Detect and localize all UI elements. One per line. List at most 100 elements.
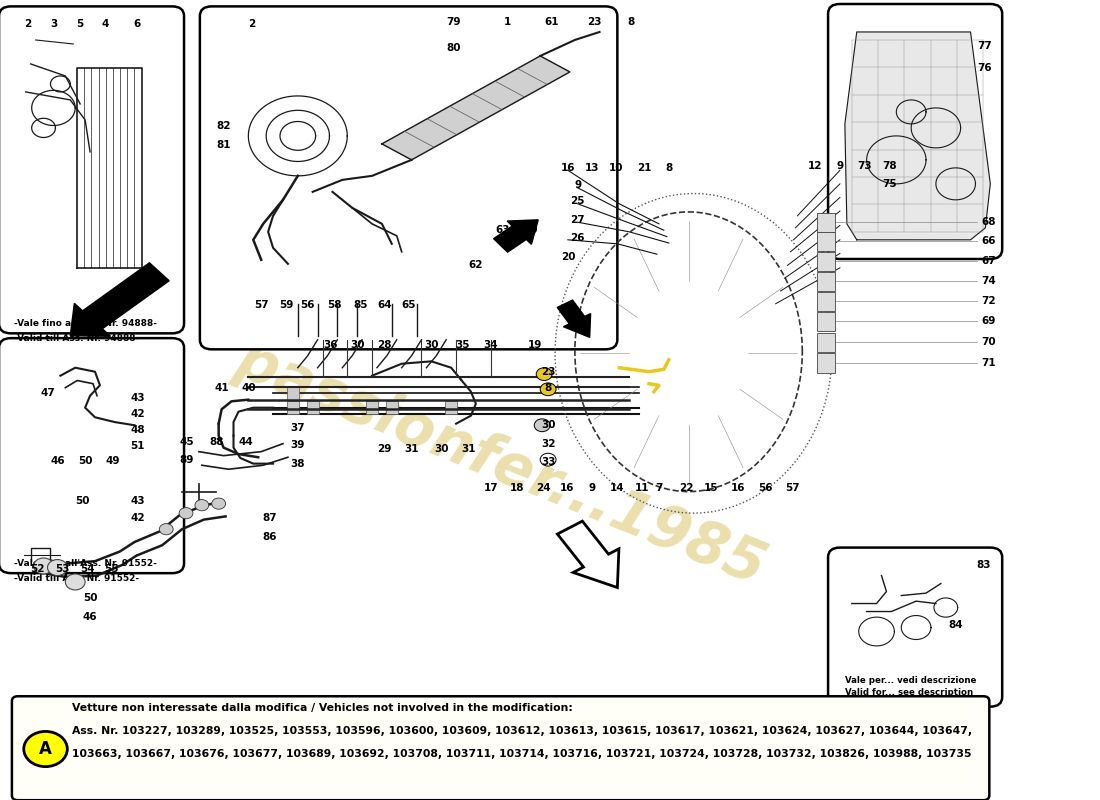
Text: 86: 86 xyxy=(263,532,277,542)
Text: 18: 18 xyxy=(510,482,525,493)
Text: 16: 16 xyxy=(730,482,746,493)
Text: 58: 58 xyxy=(327,300,342,310)
Text: 3: 3 xyxy=(50,19,57,29)
Text: 12: 12 xyxy=(808,162,823,171)
Text: 50: 50 xyxy=(82,593,97,603)
Text: Ass. Nr. 103227, 103289, 103525, 103553, 103596, 103600, 103609, 103612, 103613,: Ass. Nr. 103227, 103289, 103525, 103553,… xyxy=(73,726,972,736)
FancyBboxPatch shape xyxy=(828,547,1002,706)
Text: 85: 85 xyxy=(353,300,367,310)
Circle shape xyxy=(24,731,67,766)
Text: -Vale fino all'Ass. Nr. 91552-: -Vale fino all'Ass. Nr. 91552- xyxy=(14,559,157,568)
Text: 15: 15 xyxy=(704,482,718,493)
Text: 57: 57 xyxy=(254,300,268,310)
Text: 66: 66 xyxy=(981,237,996,246)
Text: 55: 55 xyxy=(104,564,119,574)
Bar xyxy=(287,402,299,414)
Circle shape xyxy=(536,368,552,381)
Text: 34: 34 xyxy=(483,340,498,350)
Text: 6: 6 xyxy=(133,19,140,29)
Text: 60: 60 xyxy=(522,226,538,235)
Circle shape xyxy=(535,419,550,432)
Text: 61: 61 xyxy=(544,18,559,27)
Text: Valid for... see description: Valid for... see description xyxy=(845,689,974,698)
Text: 76: 76 xyxy=(977,63,992,73)
Text: 30: 30 xyxy=(425,340,439,350)
Text: passionfer...1985: passionfer...1985 xyxy=(228,331,774,596)
Bar xyxy=(366,402,378,414)
Bar xyxy=(817,232,835,251)
Text: 70: 70 xyxy=(981,337,996,347)
Text: 65: 65 xyxy=(402,300,416,310)
Text: 42: 42 xyxy=(130,409,145,419)
Text: 73: 73 xyxy=(857,162,872,171)
Text: 9: 9 xyxy=(574,181,581,190)
Text: 32: 32 xyxy=(541,438,556,449)
Text: 14: 14 xyxy=(610,482,625,493)
Bar xyxy=(817,213,835,232)
Text: 42: 42 xyxy=(130,513,145,523)
Text: 1: 1 xyxy=(504,18,512,27)
Text: A: A xyxy=(40,740,52,758)
Text: 72: 72 xyxy=(981,296,996,306)
Text: 50: 50 xyxy=(75,496,89,506)
Bar xyxy=(817,312,835,331)
Text: 80: 80 xyxy=(446,43,461,53)
Text: 82: 82 xyxy=(217,122,231,131)
Text: 46: 46 xyxy=(82,612,98,622)
Text: 88: 88 xyxy=(209,437,224,447)
Text: 79: 79 xyxy=(446,18,461,27)
Circle shape xyxy=(211,498,226,510)
Text: 69: 69 xyxy=(981,316,996,326)
Text: 68: 68 xyxy=(981,218,996,227)
Text: 36: 36 xyxy=(323,340,338,350)
Text: 8: 8 xyxy=(544,382,552,393)
Bar xyxy=(817,252,835,271)
Text: 50: 50 xyxy=(78,456,92,466)
Polygon shape xyxy=(382,56,570,160)
Text: 10: 10 xyxy=(609,163,624,173)
Text: 26: 26 xyxy=(571,234,585,243)
Text: Vale per... vedi descrizione: Vale per... vedi descrizione xyxy=(845,677,977,686)
Text: 13: 13 xyxy=(584,163,598,173)
Text: 77: 77 xyxy=(977,42,992,51)
Bar xyxy=(386,402,398,414)
Text: 9: 9 xyxy=(836,162,844,171)
Bar xyxy=(287,387,299,400)
Text: 47: 47 xyxy=(40,388,55,398)
Circle shape xyxy=(195,500,209,511)
FancyArrow shape xyxy=(558,521,619,587)
Text: 24: 24 xyxy=(536,482,550,493)
Text: 84: 84 xyxy=(948,620,962,630)
Circle shape xyxy=(540,454,556,466)
Text: -Valid till Ass. Nr. 94888-: -Valid till Ass. Nr. 94888- xyxy=(14,334,139,343)
Text: 43: 43 xyxy=(130,496,145,506)
Text: 67: 67 xyxy=(981,256,996,266)
FancyBboxPatch shape xyxy=(12,696,989,800)
Text: 103663, 103667, 103676, 103677, 103689, 103692, 103708, 103711, 103714, 103716, : 103663, 103667, 103676, 103677, 103689, … xyxy=(73,749,971,759)
Text: 35: 35 xyxy=(455,340,471,350)
Text: 43: 43 xyxy=(130,393,145,403)
FancyBboxPatch shape xyxy=(0,6,184,334)
Text: 57: 57 xyxy=(785,482,800,493)
Text: 87: 87 xyxy=(263,513,277,523)
Text: 63: 63 xyxy=(495,226,509,235)
Text: 31: 31 xyxy=(462,444,476,454)
Text: 56: 56 xyxy=(759,482,773,493)
Text: 83: 83 xyxy=(976,560,991,570)
Text: 71: 71 xyxy=(981,358,996,368)
Text: 53: 53 xyxy=(55,564,69,574)
Text: 75: 75 xyxy=(882,179,896,189)
Text: 16: 16 xyxy=(560,482,574,493)
Text: 2: 2 xyxy=(24,19,32,29)
Text: 51: 51 xyxy=(130,441,145,451)
Text: 8: 8 xyxy=(628,18,635,27)
Text: 74: 74 xyxy=(981,276,996,286)
Text: 2: 2 xyxy=(248,19,255,29)
FancyArrow shape xyxy=(494,220,538,252)
Text: 41: 41 xyxy=(214,382,229,393)
Text: -Vale fino all'Ass. Nr. 94888-: -Vale fino all'Ass. Nr. 94888- xyxy=(14,319,157,328)
Text: 21: 21 xyxy=(637,163,651,173)
Circle shape xyxy=(65,574,85,590)
Text: 16: 16 xyxy=(561,163,575,173)
Text: 49: 49 xyxy=(106,456,120,466)
